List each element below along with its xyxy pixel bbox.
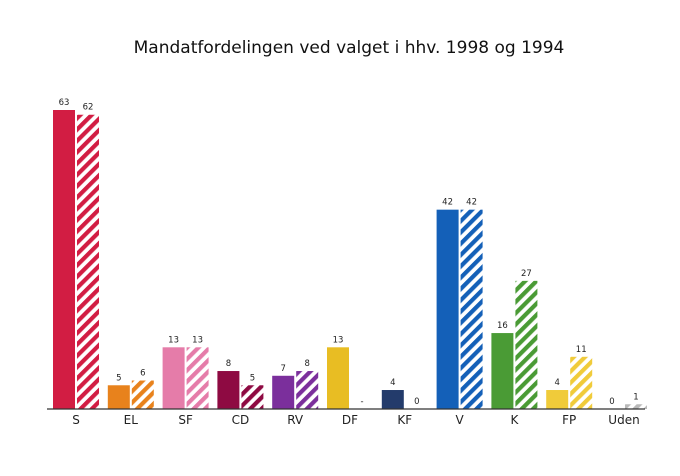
bar-v-1994 [460,209,483,409]
bar-fp-1994 [570,356,593,409]
bar-s-1994 [77,114,99,409]
bar-s-1998 [53,110,75,409]
bar-rv-1994 [296,371,319,409]
value-label-sf-1998: 13 [168,335,179,345]
value-label-kf-1994: 0 [414,397,419,407]
bar-v-1998 [436,209,459,409]
value-label-k-1994: 27 [521,269,532,279]
value-label-el-1998: 5 [116,373,121,383]
bar-el-1998 [107,385,130,409]
bar-sf-1994 [186,347,209,409]
bar-fp-1998 [546,390,569,409]
category-label-v: V [455,413,464,427]
bars-layer: 63 62 5 6 13 13 8 5 7 8 13 - 4 0 42 42 16 27 4 11 0 1 [53,98,647,409]
category-label-rv: RV [287,413,304,427]
category-label-fp: FP [562,413,576,427]
value-label-el-1994: 6 [140,369,145,379]
value-label-s-1994: 62 [83,103,94,113]
bar-sf-1998 [162,347,185,409]
value-label-rv-1998: 7 [280,364,285,374]
bar-k-1998 [491,333,514,409]
value-label-df-1994: - [360,397,363,407]
bar-uden-1994 [625,404,647,409]
bar-df-1998 [327,347,349,409]
value-label-rv-1994: 8 [304,359,309,369]
category-label-el: EL [124,413,139,427]
bar-cd-1994 [241,385,264,409]
value-label-cd-1994: 5 [250,373,255,383]
value-label-uden-1994: 1 [633,392,638,402]
value-label-fp-1998: 4 [554,378,559,388]
chart-title: Mandatfordelingen ved valget i hhv. 1998… [134,38,565,58]
value-label-k-1998: 16 [497,321,508,331]
category-label-df: DF [342,413,358,427]
value-label-v-1998: 42 [442,198,453,208]
bar-kf-1998 [381,390,404,409]
bar-el-1994 [131,380,154,409]
category-label-s: S [72,413,80,427]
value-label-df-1998: 13 [333,335,344,345]
value-label-kf-1998: 4 [390,378,395,388]
category-label-sf: SF [178,413,193,427]
bar-cd-1998 [217,371,240,409]
value-label-fp-1994: 11 [576,345,587,355]
value-label-uden-1998: 0 [609,397,614,407]
category-label-kf: KF [397,413,412,427]
category-labels: S EL SF CD RV DF KF V K FP Uden [72,413,640,427]
category-label-k: K [510,413,519,427]
value-label-cd-1998: 8 [226,359,231,369]
bar-k-1994 [515,280,538,409]
value-label-sf-1994: 13 [192,335,203,345]
category-label-uden: Uden [608,413,639,427]
category-label-cd: CD [232,413,250,427]
bar-rv-1998 [272,375,295,409]
value-label-s-1998: 63 [59,98,70,108]
value-label-v-1994: 42 [466,198,477,208]
